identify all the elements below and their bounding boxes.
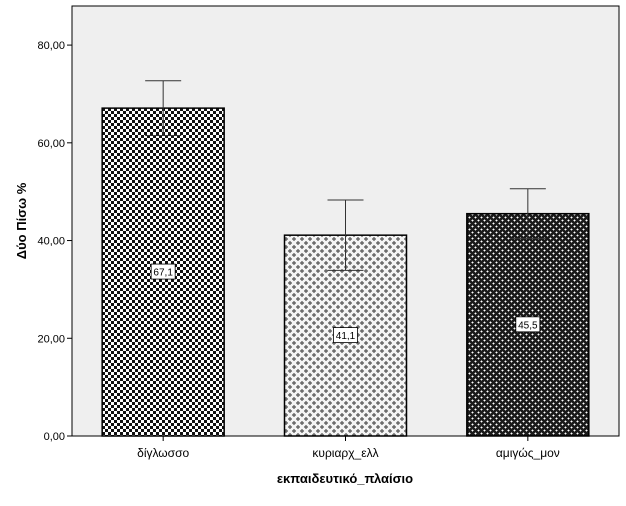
x-tick-label: κυριαρχ_ελλ xyxy=(312,446,378,460)
x-tick-label: αμιγώς_μον xyxy=(496,446,560,460)
y-axis: 0,00 20,00 40,00 60,00 80,00 xyxy=(37,40,72,443)
y-tick-label: 60,00 xyxy=(37,138,65,150)
data-label-1: 67,1 xyxy=(153,268,173,279)
x-axis: δίγλωσσο κυριαρχ_ελλ αμιγώς_μον xyxy=(137,436,560,460)
data-label-box-2 xyxy=(333,327,358,343)
y-tick-label: 20,00 xyxy=(37,333,65,345)
data-label-3: 45,5 xyxy=(518,320,538,331)
data-label-box-1 xyxy=(150,263,176,280)
data-label-2: 41,1 xyxy=(336,331,356,342)
y-tick-label: 40,00 xyxy=(37,236,65,248)
y-axis-title: Δύο Πίσω % xyxy=(14,182,29,259)
y-tick-label: 80,00 xyxy=(37,40,65,52)
y-tick-label: 0,00 xyxy=(44,431,65,443)
x-axis-title: εκπαιδευτικό_πλαίσιο xyxy=(277,471,413,486)
x-tick-label: δίγλωσσο xyxy=(137,446,189,460)
bars-group: 67,1 41,1 45,5 xyxy=(101,80,590,437)
data-label-box-3 xyxy=(515,316,541,333)
